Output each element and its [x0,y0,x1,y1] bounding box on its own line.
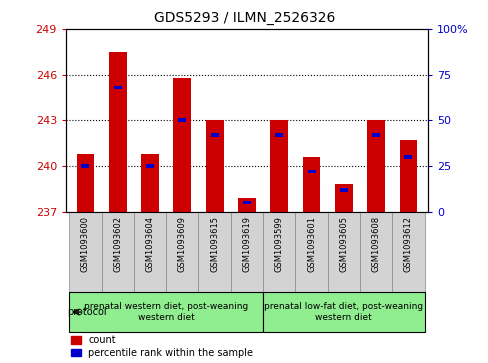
Bar [270,121,287,212]
Text: GSM1093599: GSM1093599 [274,216,283,272]
Text: GSM1093608: GSM1093608 [371,216,380,272]
FancyBboxPatch shape [263,292,424,332]
FancyBboxPatch shape [69,212,102,292]
Bar [275,133,283,137]
FancyBboxPatch shape [295,212,327,292]
FancyBboxPatch shape [327,212,359,292]
Bar [173,78,191,212]
FancyBboxPatch shape [134,212,166,292]
Bar [205,121,223,212]
Bar [141,154,159,212]
Bar [307,170,315,174]
Text: GSM1093612: GSM1093612 [403,216,412,272]
Legend: count, percentile rank within the sample: count, percentile rank within the sample [71,335,253,358]
FancyBboxPatch shape [102,212,134,292]
Bar [339,188,347,192]
Text: protocol: protocol [66,307,106,317]
Bar [238,198,255,212]
FancyBboxPatch shape [263,212,295,292]
Text: GSM1093605: GSM1093605 [339,216,347,272]
Bar [371,133,379,137]
FancyBboxPatch shape [69,292,263,332]
Bar [366,121,384,212]
Bar [146,164,154,168]
Text: GSM1093602: GSM1093602 [113,216,122,272]
Bar [334,184,352,212]
FancyBboxPatch shape [198,212,230,292]
Bar [210,133,218,137]
Text: GSM1093600: GSM1093600 [81,216,90,272]
FancyBboxPatch shape [391,212,424,292]
Text: GSM1093609: GSM1093609 [178,216,186,272]
Text: GSM1093604: GSM1093604 [145,216,154,272]
Text: GDS5293 / ILMN_2526326: GDS5293 / ILMN_2526326 [154,11,334,25]
Bar [243,201,250,204]
FancyBboxPatch shape [166,212,198,292]
Bar [76,154,94,212]
FancyBboxPatch shape [230,212,263,292]
Text: GSM1093615: GSM1093615 [210,216,219,272]
Bar [81,164,89,168]
Text: prenatal western diet, post-weaning
western diet: prenatal western diet, post-weaning west… [84,302,248,322]
Bar [178,118,186,122]
FancyBboxPatch shape [359,212,391,292]
Text: GSM1093601: GSM1093601 [306,216,315,272]
Bar [404,155,412,159]
Text: prenatal low-fat diet, post-weaning
western diet: prenatal low-fat diet, post-weaning west… [264,302,423,322]
Bar [302,157,320,212]
Bar [114,86,122,89]
Bar [109,52,126,212]
Bar [399,140,417,212]
Text: GSM1093619: GSM1093619 [242,216,251,272]
